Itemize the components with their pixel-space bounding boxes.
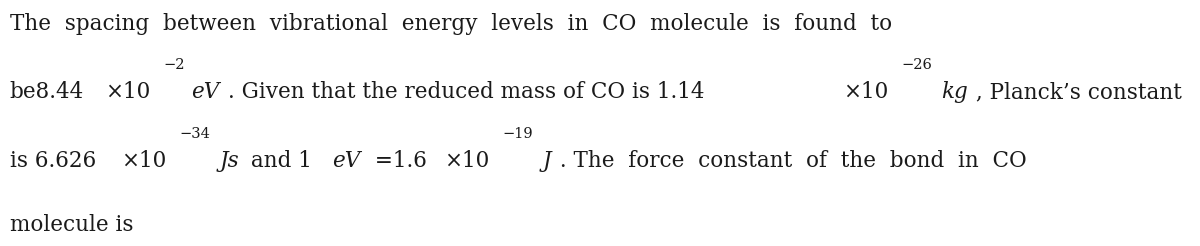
Text: and 1: and 1: [245, 150, 312, 172]
Text: −26: −26: [901, 58, 932, 72]
Text: be8.44: be8.44: [10, 81, 84, 103]
Text: . Given that the reduced mass of CO is 1.14: . Given that the reduced mass of CO is 1…: [228, 81, 704, 103]
Text: eV: eV: [192, 81, 220, 103]
Text: −19: −19: [503, 127, 534, 141]
Text: ×10: ×10: [444, 150, 490, 172]
Text: ×10: ×10: [121, 150, 166, 172]
Text: , Planck’s constant: , Planck’s constant: [976, 81, 1182, 103]
Text: −34: −34: [179, 127, 210, 141]
Text: is 6.626: is 6.626: [10, 150, 96, 172]
Text: molecule is: molecule is: [10, 214, 133, 236]
Text: ×10: ×10: [106, 81, 151, 103]
Text: kg: kg: [941, 81, 968, 103]
Text: eV: eV: [332, 150, 360, 172]
Text: −2: −2: [163, 58, 185, 72]
Text: The  spacing  between  vibrational  energy  levels  in  CO  molecule  is  found : The spacing between vibrational energy l…: [10, 13, 892, 34]
Text: =1.6: =1.6: [368, 150, 427, 172]
Text: . The  force  constant  of  the  bond  in  CO: . The force constant of the bond in CO: [553, 150, 1027, 172]
Text: Js: Js: [220, 150, 239, 172]
Text: J: J: [542, 150, 551, 172]
Text: ×10: ×10: [842, 81, 888, 103]
